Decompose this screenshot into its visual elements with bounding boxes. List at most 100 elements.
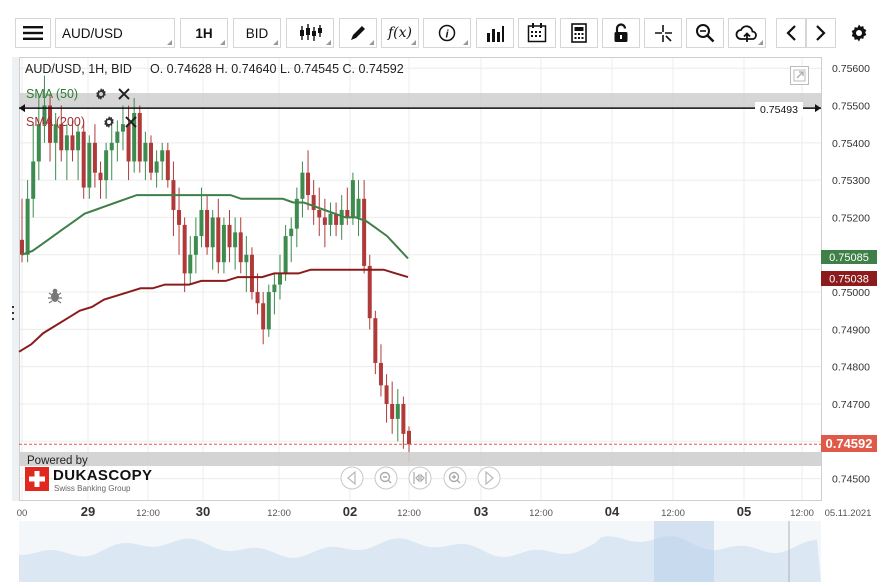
- sma50-label[interactable]: SMA (50): [26, 87, 78, 101]
- candle: [328, 202, 333, 237]
- info-button[interactable]: i: [423, 18, 471, 48]
- candle: [255, 273, 260, 315]
- period-select[interactable]: 1H: [180, 18, 228, 48]
- zoom-button[interactable]: [686, 18, 724, 48]
- candle: [81, 124, 86, 199]
- candle: [216, 198, 221, 274]
- candle: [356, 180, 361, 237]
- lock-icon: [614, 23, 628, 42]
- symbol-label: AUD/USD: [62, 25, 123, 41]
- indicators-button[interactable]: f(x): [381, 18, 419, 48]
- chevron-right-icon: [816, 25, 826, 41]
- cloud-upload-icon: [735, 25, 757, 42]
- candle: [177, 187, 182, 255]
- candle: [345, 187, 350, 225]
- candle: [137, 105, 142, 173]
- chart-ohlc: O. 0.74628 H. 0.74640 L. 0.74545 C. 0.74…: [150, 62, 404, 76]
- candle: [227, 209, 232, 263]
- sma50-price-tag: 0.75085: [821, 250, 877, 264]
- candle: [395, 389, 400, 442]
- nav-forward-button[interactable]: [477, 466, 501, 490]
- x-tick-label: 00: [17, 508, 28, 519]
- candle: [289, 217, 294, 263]
- svg-text:i: i: [445, 29, 449, 41]
- candle: [132, 98, 137, 173]
- symbol-select[interactable]: AUD/USD: [55, 18, 175, 48]
- candle: [384, 374, 389, 423]
- candle: [165, 142, 170, 188]
- last-tag-text: 0.74592: [826, 436, 873, 451]
- candle: [261, 292, 266, 345]
- chart-type-button[interactable]: [286, 18, 334, 48]
- panel-resize-handle[interactable]: [12, 306, 14, 320]
- y-tick-label: 0.75000: [832, 287, 870, 299]
- volume-button[interactable]: [476, 18, 514, 48]
- scroll-right-button[interactable]: [806, 18, 836, 48]
- y-tick-label: 0.75400: [832, 138, 870, 150]
- candle: [154, 150, 159, 188]
- maximize-icon[interactable]: [790, 66, 809, 85]
- candle: [48, 94, 53, 162]
- sma50-close-icon[interactable]: [118, 88, 130, 100]
- lock-button[interactable]: [602, 18, 640, 48]
- candle: [53, 112, 58, 181]
- cloud-button[interactable]: [728, 18, 766, 48]
- navigator-series: [19, 536, 821, 582]
- scroll-left-button[interactable]: [776, 18, 806, 48]
- y-tick-label: 0.75300: [832, 175, 870, 187]
- x-tick-label: 05.11.2021: [825, 508, 872, 519]
- x-tick-label: 30: [196, 504, 210, 519]
- candle: [188, 236, 193, 285]
- candle: [334, 202, 339, 237]
- candle: [278, 254, 282, 300]
- nav-zoom-in-button[interactable]: [443, 466, 467, 490]
- candle: [31, 124, 36, 218]
- x-tick-label: 12:00: [136, 508, 160, 519]
- period-label: 1H: [195, 25, 213, 41]
- draw-button[interactable]: [339, 18, 377, 48]
- toolbar: AUD/USD 1H BID f(x) i: [0, 0, 885, 62]
- candle: [238, 217, 243, 274]
- info-icon: i: [438, 24, 456, 42]
- crosshair-button[interactable]: [644, 18, 682, 48]
- candle: [401, 396, 406, 449]
- sma200-settings-icon[interactable]: [104, 116, 114, 128]
- calculator-button[interactable]: [560, 18, 598, 48]
- nav-fit-button[interactable]: [408, 466, 432, 490]
- x-tick-label: 12:00: [267, 508, 291, 519]
- calendar-button[interactable]: [518, 18, 556, 48]
- y-tick-label: 0.74700: [832, 399, 870, 411]
- sma200-tag-text: 0.75038: [829, 274, 869, 286]
- candle: [244, 236, 249, 293]
- branding-band: [19, 452, 821, 466]
- nav-back-button[interactable]: [340, 466, 364, 490]
- y-tick-label: 0.75200: [832, 212, 870, 224]
- candle: [283, 224, 288, 281]
- y-tick-label: 0.75600: [832, 63, 870, 75]
- candle: [249, 247, 254, 300]
- navigator-window[interactable]: [654, 521, 714, 582]
- candle: [64, 124, 69, 181]
- candle: [104, 142, 109, 199]
- candle: [76, 124, 81, 181]
- sma200-label[interactable]: SMA (200): [26, 115, 85, 129]
- menu-button[interactable]: [15, 18, 51, 48]
- chart-instrument: AUD/USD, 1H, BID: [25, 62, 132, 76]
- sma200-close-icon[interactable]: [125, 116, 137, 128]
- candle: [390, 381, 395, 434]
- candle: [311, 180, 316, 225]
- side-select[interactable]: BID: [233, 18, 281, 48]
- x-tick-label: 02: [343, 504, 357, 519]
- nav-zoom-out-button[interactable]: [374, 466, 398, 490]
- candle: [272, 273, 277, 315]
- candle: [70, 120, 75, 162]
- settings-button[interactable]: [842, 18, 876, 48]
- candle: [42, 75, 47, 143]
- gear-icon: [851, 24, 867, 42]
- candle: [92, 124, 97, 188]
- logo-text: DUKASCOPY: [53, 467, 152, 484]
- chevron-left-icon: [786, 25, 796, 41]
- sma50-settings-icon[interactable]: [96, 88, 106, 100]
- side-label: BID: [245, 25, 269, 41]
